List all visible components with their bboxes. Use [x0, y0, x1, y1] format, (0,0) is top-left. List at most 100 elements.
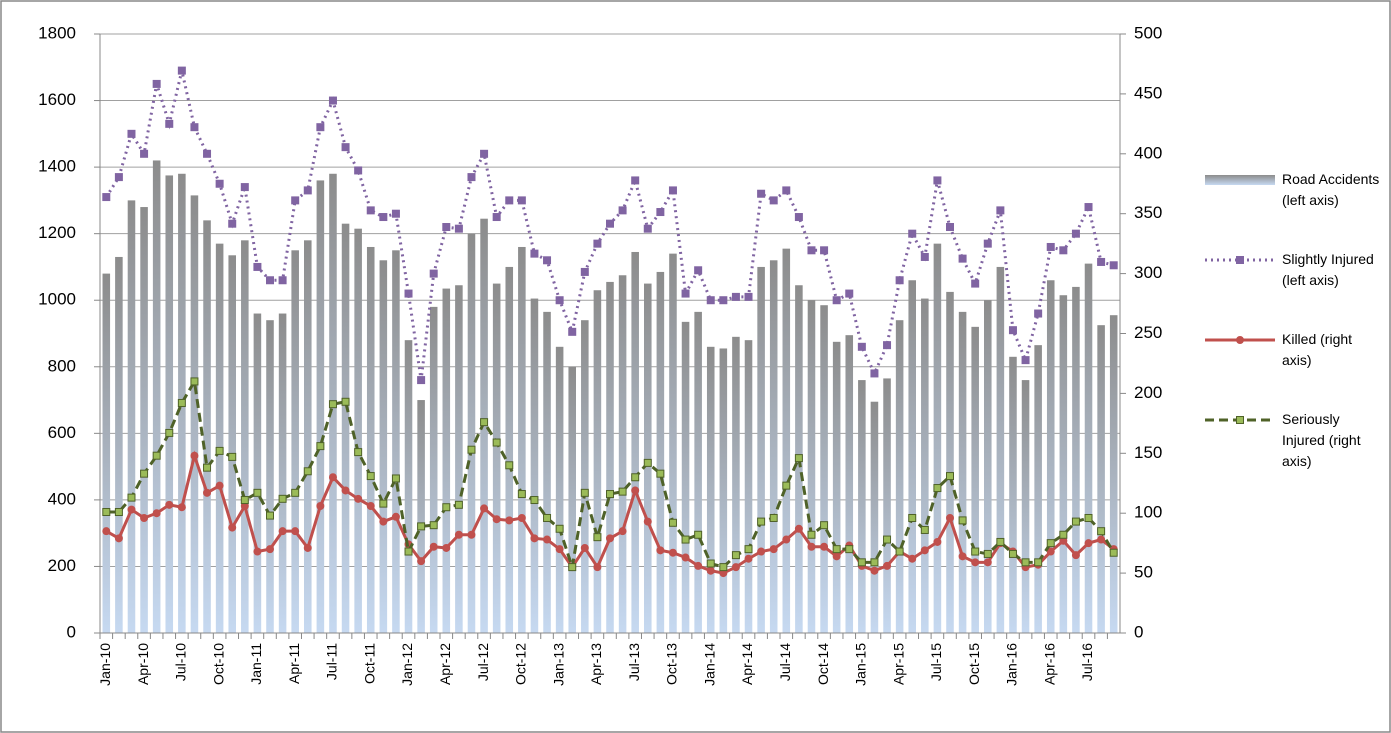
point [883, 535, 892, 544]
point [530, 496, 539, 505]
point [618, 206, 627, 215]
bar [984, 300, 992, 633]
bar [555, 346, 564, 633]
point [127, 505, 136, 514]
point [580, 543, 589, 552]
point [820, 246, 829, 255]
bar [253, 313, 262, 633]
point [266, 276, 274, 285]
point [404, 289, 413, 298]
point [102, 508, 111, 517]
point [870, 566, 879, 575]
bar [719, 348, 728, 633]
point [467, 530, 476, 539]
point [127, 493, 136, 502]
point [832, 552, 841, 561]
point [417, 522, 426, 531]
bar [417, 400, 425, 633]
point [165, 119, 174, 128]
point [417, 376, 426, 385]
y-tick-label: 200 [48, 556, 76, 575]
y2-tick-label: 0 [1134, 622, 1143, 641]
bar [581, 320, 589, 633]
point [203, 463, 212, 472]
bar [165, 175, 174, 634]
bar [530, 298, 539, 633]
y2-tick-label: 150 [1134, 443, 1162, 462]
point [228, 523, 237, 532]
point [668, 518, 677, 527]
bar [241, 240, 249, 634]
point [719, 296, 728, 305]
x-tick-label: Jan-15 [853, 643, 869, 686]
point [782, 535, 791, 544]
bar [757, 266, 765, 633]
bar [203, 220, 211, 633]
point [190, 377, 199, 386]
point [744, 554, 753, 563]
point [517, 196, 526, 205]
point [668, 186, 677, 195]
point [908, 513, 917, 522]
y-tick-label: 1800 [38, 23, 76, 42]
bar [429, 306, 438, 633]
legend-entry: Road Accidents (left axis) [1282, 171, 1380, 208]
point [429, 269, 438, 278]
bar [492, 283, 501, 633]
bar [366, 246, 375, 633]
point [706, 566, 715, 575]
point [505, 196, 514, 205]
legend-marker [1236, 336, 1244, 344]
legend-swatch [1205, 175, 1275, 185]
point [152, 451, 161, 460]
point [354, 494, 363, 503]
bar [568, 366, 576, 633]
legend-label: Seriously Injured (right axis) [1282, 411, 1361, 469]
bar [1034, 345, 1042, 633]
point [215, 481, 224, 490]
bar [870, 401, 879, 633]
point [555, 524, 564, 533]
x-tick-label: Apr-14 [739, 643, 755, 685]
point [215, 446, 224, 455]
x-tick-label: Oct-11 [361, 643, 377, 684]
y2-tick-label: 100 [1134, 503, 1162, 522]
bar [606, 281, 614, 633]
point [757, 547, 766, 556]
bar [115, 256, 123, 633]
bar [1097, 325, 1105, 633]
legend-label: Road Accidents (left axis) [1282, 171, 1380, 208]
point [845, 545, 854, 554]
point [568, 563, 577, 572]
point [291, 527, 300, 536]
bar [1084, 263, 1093, 633]
point [996, 537, 1005, 546]
point [1084, 513, 1093, 522]
bar [190, 195, 199, 633]
point [920, 546, 929, 555]
point [555, 545, 564, 554]
point [505, 461, 514, 470]
point [883, 561, 892, 570]
y2-tick-label: 450 [1134, 83, 1162, 102]
point [807, 246, 816, 255]
point [366, 206, 375, 215]
point [920, 525, 929, 534]
point [958, 552, 967, 561]
point [706, 296, 715, 305]
point [580, 267, 589, 276]
point [694, 266, 703, 275]
bar [593, 290, 602, 633]
y-tick-label: 1000 [38, 290, 76, 309]
point [555, 296, 564, 305]
point [391, 512, 400, 521]
point [618, 527, 627, 536]
bar [215, 243, 224, 633]
x-tick-label: Oct-14 [815, 643, 831, 685]
point [643, 458, 652, 467]
point [832, 296, 841, 305]
point [492, 515, 501, 524]
point [203, 488, 212, 497]
point [643, 517, 652, 526]
